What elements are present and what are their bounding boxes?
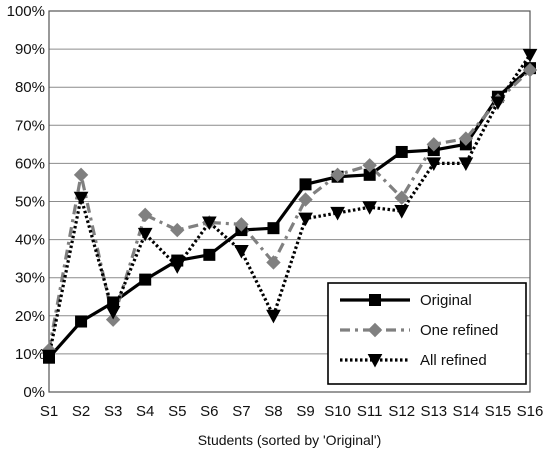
series-group [41,48,538,364]
y-tick-label: 90% [15,41,45,58]
y-tick-label: 20% [15,308,45,325]
plot-area-frame [48,10,531,393]
x-tick-label: S3 [104,403,122,420]
series-original [47,66,532,359]
series-one-refined [47,68,532,351]
legend-swatch-marker [367,354,383,368]
x-tick-label: S1 [40,403,58,420]
x-tick-label: S16 [517,403,544,420]
x-tick-label: S10 [324,403,351,420]
y-tick-label: 50% [15,194,45,211]
data-point-all-refined [41,349,57,364]
legend-swatch-marker [367,322,383,338]
data-point-original [267,222,280,235]
data-point-all-refined [298,212,313,227]
data-point-one-refined [234,217,249,232]
legend-label: All refined [420,352,487,369]
data-point-one-refined [522,62,538,78]
legend-item-original: Original [340,292,472,309]
x-tick-label: S8 [264,403,282,420]
data-point-one-refined [362,158,377,173]
legend-swatch-marker [369,294,381,306]
y-tick-label: 70% [15,117,45,134]
x-tick-label: S2 [72,403,90,420]
data-point-one-refined [73,167,89,183]
data-point-original [139,273,152,286]
data-point-one-refined [105,312,121,327]
series-all-refined [47,53,532,357]
x-tick-label: S14 [453,403,480,420]
data-point-original [75,315,88,328]
x-tick-label: S7 [232,403,250,420]
series-line-one-refined [47,68,532,351]
x-tick-label: S11 [357,403,383,420]
x-tick-label: S4 [136,403,154,420]
legend-item-all-refined: All refined [340,352,487,369]
data-point-one-refined [137,207,153,223]
y-tick-label: 100% [7,3,45,20]
data-point-all-refined [426,157,442,171]
data-point-all-refined [330,206,345,221]
data-point-original [395,145,408,158]
legend: Original One refined All refined [327,282,527,385]
x-tick-label: S12 [388,403,415,420]
data-point-all-refined [458,157,474,171]
data-point-all-refined [522,48,538,63]
data-point-all-refined [234,245,249,259]
data-point-all-refined [169,260,185,274]
x-tick-label: S13 [420,403,447,420]
legend-label: Original [420,292,472,309]
data-point-one-refined [266,255,281,270]
data-point-one-refined [394,190,409,205]
x-tick-label: S15 [485,403,512,420]
x-tick-label: S9 [296,403,314,420]
data-point-one-refined [298,192,313,207]
data-point-original [203,248,216,261]
y-axis-ticks: 0% 10% 20% 30% 40% 50% 60% 70% 80% 90% 100% [7,3,45,401]
y-tick-label: 40% [15,232,45,249]
data-point-all-refined [362,201,378,215]
data-point-all-refined [137,227,153,242]
y-tick-label: 30% [15,270,45,287]
series-markers-one-refined [41,62,538,358]
legend-item-one-refined: One refined [340,322,498,339]
y-tick-label: 0% [23,384,45,401]
data-point-all-refined [266,309,281,324]
y-tick-label: 10% [15,346,45,363]
series-line-all-refined [47,53,532,357]
x-tick-label: S6 [200,403,218,420]
data-point-one-refined [330,167,345,183]
series-line-original [47,66,532,359]
data-point-all-refined [73,191,89,206]
y-tick-label: 80% [15,79,45,96]
x-axis-ticks: S1 S2 S3 S4 S5 S6 S7 S8 S9 S10 S11 S12 S13 S14 S15 S16 [40,403,544,420]
y-tick-label: 60% [15,155,45,172]
data-point-one-refined [458,131,474,146]
data-point-all-refined [201,216,217,231]
data-point-all-refined [394,205,410,219]
x-tick-label: S5 [168,403,186,420]
data-point-all-refined [105,305,121,320]
data-point-all-refined [490,96,506,110]
data-point-one-refined [426,137,442,152]
series-markers-all-refined [41,48,538,364]
x-axis-title: Students (sorted by 'Original') [198,432,382,448]
legend-label: One refined [420,322,498,339]
data-point-one-refined [170,222,185,238]
data-point-original [299,178,312,191]
